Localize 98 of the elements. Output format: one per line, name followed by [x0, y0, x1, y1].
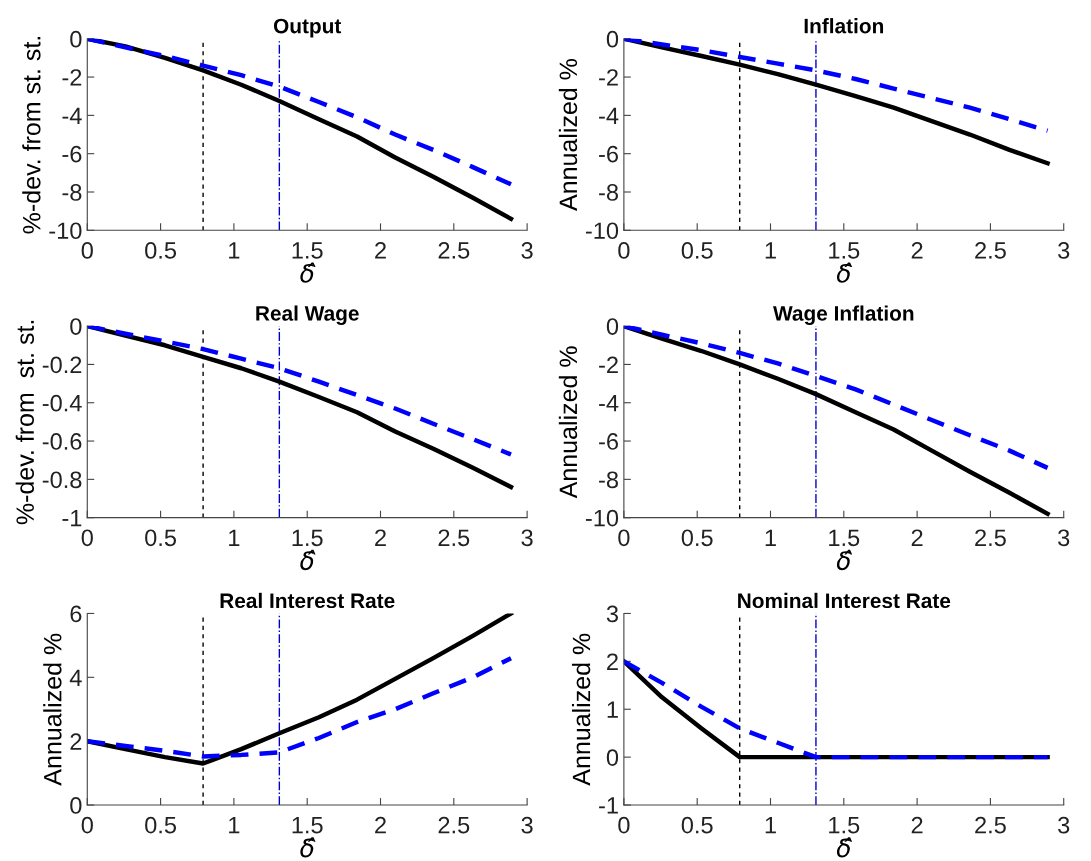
y-axis-title: Annualized % — [558, 58, 578, 211]
y-tick-label: 2 — [70, 733, 82, 750]
chart-title: Inflation — [804, 18, 884, 34]
x-tick-label: 2 — [375, 242, 386, 259]
x-tick-label: 2 — [375, 529, 386, 546]
x-tick-label: 2 — [911, 242, 923, 259]
x-tick-label: 1.5 — [829, 529, 860, 547]
y-axis-title: Annualized % — [43, 633, 62, 786]
y-tick-label: -8 — [599, 471, 618, 489]
x-tick-label: 3 — [521, 242, 533, 259]
y-tick-label: -8 — [599, 184, 618, 201]
chart-title: Wage Inflation — [773, 305, 914, 325]
line-series — [87, 38, 514, 187]
x-tick-label: 1 — [229, 242, 240, 259]
x-tick-label: 1.5 — [292, 529, 323, 547]
x-tick-label: 3 — [521, 529, 533, 547]
chart-title: Real Wage — [256, 305, 359, 325]
x-tick-label: 0.5 — [681, 529, 713, 547]
x-tick-label: 2.5 — [438, 816, 470, 834]
line-series — [87, 326, 514, 457]
x-axis-title: δ̂ — [836, 549, 853, 571]
x-tick-label: 0.5 — [681, 816, 713, 834]
chart-title: Output — [273, 18, 342, 38]
x-tick-label: 1.5 — [292, 242, 323, 259]
x-tick-label: 3 — [521, 816, 533, 834]
x-tick-label: 2.5 — [438, 242, 470, 259]
x-tick-label: 0.5 — [145, 242, 177, 259]
y-tick-label: -1 — [62, 509, 82, 527]
y-tick-label: -6 — [599, 433, 618, 450]
chart-title: Nominal Interest Rate — [738, 592, 951, 609]
y-tick-label: 2 — [607, 653, 618, 670]
y-tick-label: -0.4 — [42, 394, 82, 412]
x-tick-label: 2 — [911, 816, 923, 834]
y-tick-label: 0 — [70, 30, 82, 48]
x-tick-label: 0 — [81, 529, 93, 547]
x-tick-label: 2.5 — [975, 529, 1006, 547]
x-tick-label: 2.5 — [975, 816, 1006, 834]
x-axis-title: δ̂ — [300, 837, 316, 858]
x-tick-label: 0.5 — [681, 242, 713, 259]
y-tick-label: -0.6 — [42, 433, 82, 450]
line-series — [623, 326, 1050, 471]
x-tick-label: 1.5 — [829, 242, 860, 259]
x-tick-label: 0 — [81, 816, 93, 834]
y-tick-label: -2 — [599, 69, 618, 86]
y-tick-label: 4 — [69, 669, 82, 686]
x-axis-title: δ̂ — [836, 837, 853, 858]
x-tick-label: 2.5 — [975, 242, 1006, 259]
line-series — [623, 38, 1050, 133]
x-tick-label: 0 — [618, 816, 630, 834]
chart-title: Real Interest Rate — [220, 592, 395, 609]
y-tick-label: -1 — [599, 797, 618, 814]
y-tick-label: -4 — [599, 107, 619, 124]
y-tick-label: -10 — [49, 222, 82, 240]
y-tick-label: -2 — [62, 69, 82, 86]
x-tick-label: 3 — [1058, 242, 1070, 259]
y-tick-label: -0.2 — [42, 356, 82, 374]
x-tick-label: 1 — [765, 817, 776, 834]
y-tick-label: 0 — [70, 318, 82, 335]
y-tick-label: -6 — [62, 145, 82, 163]
x-tick-label: 2 — [375, 816, 386, 834]
y-tick-label: 0 — [606, 318, 619, 335]
x-tick-label: 1 — [765, 242, 776, 259]
y-tick-label: -10 — [585, 222, 619, 240]
x-tick-label: 1 — [229, 817, 240, 834]
x-tick-label: 2 — [911, 529, 923, 546]
x-tick-label: 0 — [618, 529, 630, 547]
x-tick-label: 3 — [1058, 816, 1070, 834]
line-series — [87, 655, 514, 759]
y-tick-label: -4 — [62, 107, 82, 124]
y-axis-title: %-dev. from st. st. — [22, 37, 41, 234]
y-axis-title: Annualized % — [571, 633, 591, 786]
y-axis-title: %-dev. from st. st. — [15, 320, 35, 525]
x-tick-label: 1 — [229, 529, 240, 546]
x-tick-label: 2.5 — [438, 529, 470, 547]
y-tick-label: 0 — [606, 30, 619, 48]
y-tick-label: 1 — [607, 701, 618, 718]
y-tick-label: 0 — [70, 797, 82, 814]
y-tick-label: -8 — [62, 184, 82, 201]
x-tick-label: 3 — [1058, 529, 1070, 547]
x-tick-label: 0.5 — [145, 529, 177, 547]
y-tick-label: -2 — [599, 356, 618, 373]
y-tick-label: -6 — [599, 145, 618, 163]
y-tick-label: 0 — [606, 749, 619, 766]
y-tick-label: 6 — [70, 605, 82, 623]
x-tick-label: 1.5 — [292, 817, 323, 834]
x-tick-label: 0 — [618, 242, 630, 259]
x-axis-title: δ̂ — [300, 549, 316, 571]
y-tick-label: -10 — [585, 509, 619, 527]
x-tick-label: 0 — [81, 242, 93, 259]
x-axis-title: δ̂ — [300, 262, 316, 283]
y-tick-label: -0.8 — [42, 471, 82, 489]
y-tick-label: 3 — [606, 605, 618, 623]
x-tick-label: 0.5 — [145, 816, 177, 834]
y-tick-label: -4 — [599, 395, 619, 412]
x-tick-label: 1 — [765, 529, 776, 546]
x-axis-title: δ̂ — [836, 262, 853, 283]
y-axis-title: Annualized % — [558, 346, 578, 499]
x-tick-label: 1.5 — [829, 817, 860, 834]
